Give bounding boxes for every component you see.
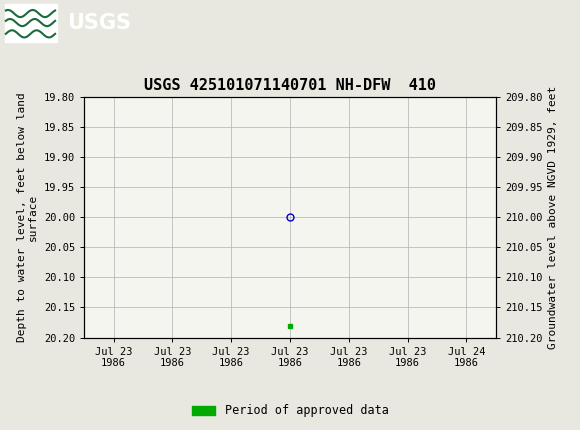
Text: USGS: USGS — [67, 12, 130, 33]
Bar — [5, 3, 57, 42]
Y-axis label: Depth to water level, feet below land
surface: Depth to water level, feet below land su… — [17, 92, 38, 342]
Title: USGS 425101071140701 NH-DFW  410: USGS 425101071140701 NH-DFW 410 — [144, 78, 436, 93]
Legend: Period of approved data: Period of approved data — [187, 399, 393, 422]
Y-axis label: Groundwater level above NGVD 1929, feet: Groundwater level above NGVD 1929, feet — [548, 86, 558, 349]
